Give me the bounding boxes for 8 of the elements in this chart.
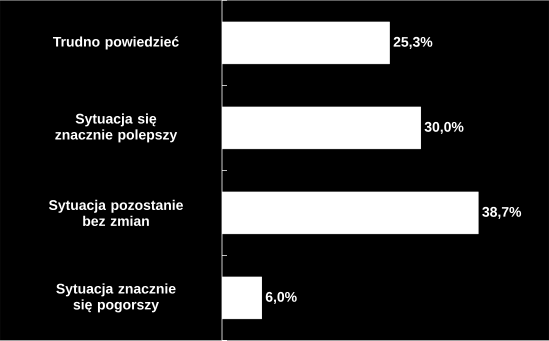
y-tick-label: Sytuacja pozostanie bez zmian xyxy=(48,200,183,226)
data-label: 25,3% xyxy=(394,37,432,49)
data-label: 30,0% xyxy=(424,122,464,134)
y-tick-label: Sytuacja znacznie się pogorszy xyxy=(56,283,176,312)
y-tick-label: Sytuacja się znacznie polepszy xyxy=(55,114,178,142)
data-label: 38,7% xyxy=(482,207,522,219)
data-label: 6,0% xyxy=(266,292,297,304)
y-tick-label: Trudno powiedzieć xyxy=(52,36,179,50)
